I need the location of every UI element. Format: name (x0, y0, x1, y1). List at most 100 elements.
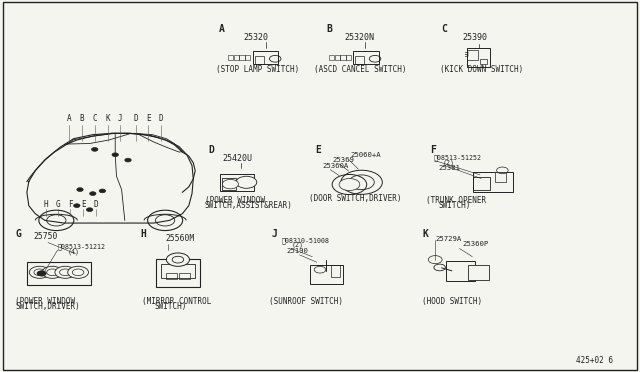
Circle shape (74, 204, 80, 208)
Circle shape (90, 192, 96, 195)
Bar (220, 174, 254, 191)
Bar (468, 265, 489, 280)
Bar (355, 55, 364, 64)
Bar (166, 273, 177, 279)
Text: B: B (79, 115, 84, 124)
Text: D: D (208, 145, 214, 155)
Bar (245, 55, 250, 60)
Text: (POWER WINDOW: (POWER WINDOW (205, 196, 265, 205)
Text: K: K (105, 115, 110, 124)
Text: F: F (430, 145, 436, 155)
Text: 25360A: 25360A (323, 163, 349, 169)
Bar (222, 178, 236, 190)
Bar (156, 259, 200, 288)
Text: 25320: 25320 (243, 33, 268, 42)
Text: SWITCH,DRIVER): SWITCH,DRIVER) (15, 302, 80, 311)
Circle shape (29, 266, 50, 278)
Text: D: D (93, 200, 99, 209)
Text: G: G (15, 229, 21, 239)
Bar (179, 273, 189, 279)
Text: D: D (133, 115, 138, 124)
Text: C: C (442, 24, 447, 34)
Circle shape (166, 253, 189, 266)
Text: (2): (2) (291, 242, 303, 248)
Bar (473, 172, 513, 192)
Text: C: C (92, 115, 97, 124)
Text: A: A (67, 115, 72, 124)
Circle shape (99, 189, 106, 193)
Text: 25560M: 25560M (165, 234, 195, 243)
Bar (28, 262, 91, 285)
Text: (MIRROR CONTROL: (MIRROR CONTROL (142, 297, 211, 306)
Text: Ⓝ08513-51212: Ⓝ08513-51212 (58, 243, 106, 250)
Text: (ASCD CANCEL SWITCH): (ASCD CANCEL SWITCH) (314, 65, 406, 74)
Text: H: H (44, 200, 49, 209)
Text: F: F (68, 200, 73, 209)
Circle shape (112, 153, 118, 157)
Circle shape (37, 271, 46, 276)
Bar (467, 48, 490, 67)
Text: A: A (219, 24, 225, 34)
Text: (SUNROOF SWITCH): (SUNROOF SWITCH) (269, 297, 343, 306)
Bar (481, 59, 487, 64)
Circle shape (339, 179, 360, 190)
Text: K: K (422, 229, 428, 239)
Circle shape (92, 148, 98, 151)
Text: 25390: 25390 (462, 33, 487, 42)
Text: D: D (159, 115, 164, 124)
Circle shape (55, 266, 76, 278)
Text: 25381: 25381 (438, 165, 460, 171)
Bar (329, 55, 334, 60)
Circle shape (86, 208, 93, 212)
Text: SWITCH): SWITCH) (438, 201, 471, 210)
Bar (495, 171, 506, 182)
Text: E: E (315, 145, 321, 155)
Text: B: B (326, 24, 332, 34)
Text: (POWER WINDOW: (POWER WINDOW (15, 297, 76, 306)
Text: J: J (118, 115, 123, 124)
Circle shape (222, 179, 239, 189)
Text: 25750: 25750 (33, 232, 58, 241)
Text: E: E (81, 200, 86, 209)
Text: E: E (146, 115, 151, 124)
Bar (447, 261, 475, 281)
Bar (310, 265, 342, 284)
Text: (DOOR SWITCH,DRIVER): (DOOR SWITCH,DRIVER) (309, 194, 402, 203)
Bar (346, 55, 351, 60)
Text: (4): (4) (67, 248, 79, 255)
Circle shape (172, 256, 184, 263)
Text: (2): (2) (443, 159, 455, 166)
Text: 25369: 25369 (333, 157, 355, 163)
Bar (331, 265, 340, 277)
Text: 425+02 6: 425+02 6 (576, 356, 613, 365)
Text: SWITCH,ASSIST&REAR): SWITCH,ASSIST&REAR) (205, 201, 292, 210)
Text: SWITCH): SWITCH) (155, 302, 188, 311)
Text: H: H (141, 229, 147, 239)
Text: (STOP LAMP SWITCH): (STOP LAMP SWITCH) (216, 65, 300, 74)
Bar (335, 55, 340, 60)
Circle shape (349, 175, 374, 190)
Text: 25060+A: 25060+A (351, 152, 381, 158)
Text: (TRUNK OPENER: (TRUNK OPENER (426, 196, 486, 205)
Text: J: J (272, 229, 278, 239)
Text: 25729A: 25729A (435, 236, 461, 242)
FancyBboxPatch shape (3, 2, 637, 370)
Circle shape (125, 158, 131, 162)
Circle shape (68, 266, 88, 278)
Text: G: G (55, 200, 60, 209)
Bar (473, 177, 490, 190)
Text: 25190: 25190 (287, 248, 308, 254)
Text: (KICK DOWN SWITCH): (KICK DOWN SWITCH) (440, 65, 524, 74)
Text: 25320N: 25320N (344, 33, 374, 42)
Circle shape (236, 176, 257, 188)
Bar (234, 55, 239, 60)
Text: 25420U: 25420U (223, 154, 253, 163)
Text: 25360P: 25360P (463, 241, 489, 247)
Circle shape (77, 188, 83, 192)
Bar (253, 51, 278, 64)
Bar (353, 51, 379, 64)
Bar (161, 264, 195, 278)
Bar (239, 55, 244, 60)
Circle shape (42, 266, 63, 278)
Text: Ⓝ08513-51252: Ⓝ08513-51252 (434, 154, 482, 161)
